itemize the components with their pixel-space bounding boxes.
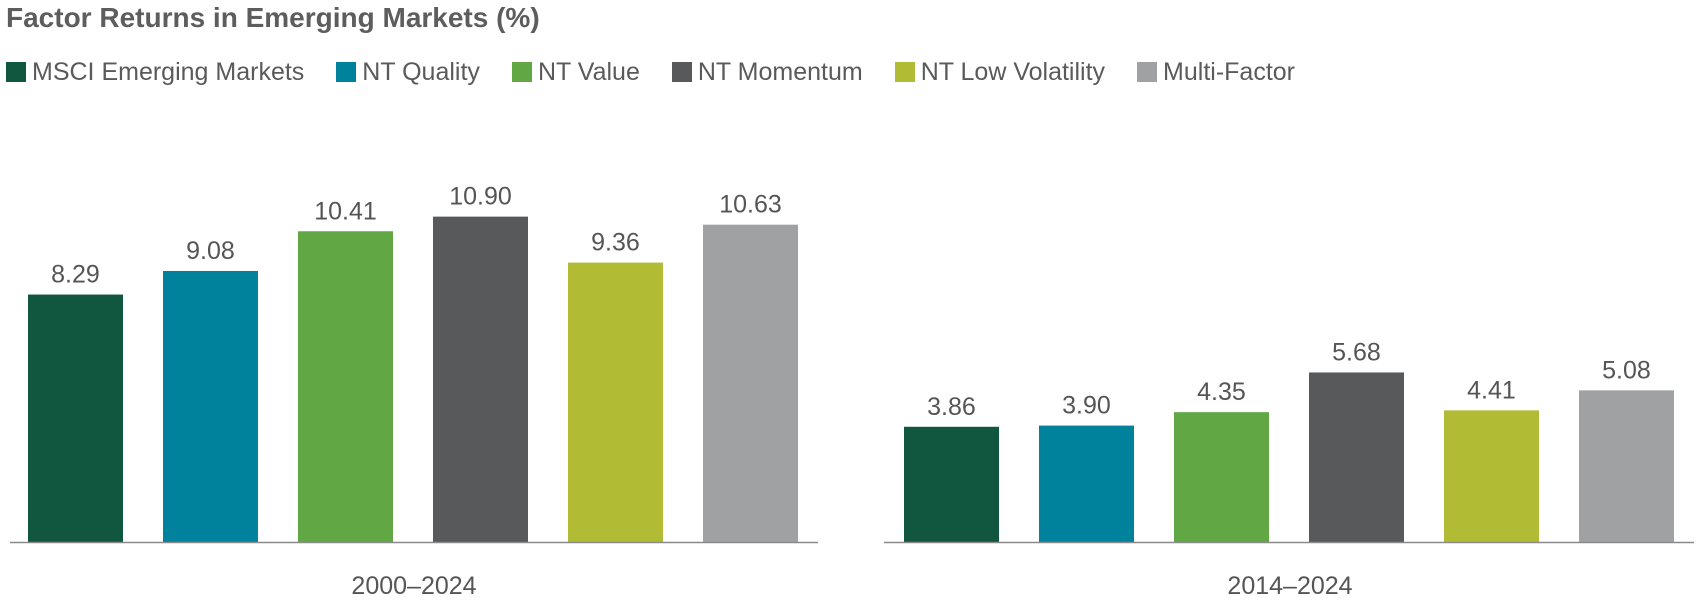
x-axis-label: 2014–2024 xyxy=(1227,572,1352,600)
legend: MSCI Emerging Markets NT Quality NT Valu… xyxy=(6,56,1327,88)
legend-swatch xyxy=(6,62,26,82)
legend-label: NT Momentum xyxy=(697,57,863,86)
legend-label: MSCI Emerging Markets xyxy=(32,57,305,86)
legend-label: NT Quality xyxy=(362,57,480,86)
bar-value-label: 4.35 xyxy=(1197,378,1246,406)
legend-swatch xyxy=(671,62,692,82)
bar-value-label: 9.08 xyxy=(186,237,235,265)
bar-value-label: 10.63 xyxy=(719,191,782,219)
bar-value-label: 3.86 xyxy=(927,393,976,421)
bar-value-label: 9.36 xyxy=(591,229,640,257)
legend-label: NT Low Volatility xyxy=(920,57,1106,86)
chart-title: Factor Returns in Emerging Markets (%) xyxy=(6,2,540,33)
bar-5 xyxy=(1444,410,1539,542)
legend-swatch xyxy=(511,62,532,82)
bar-5 xyxy=(568,262,663,542)
bar-value-label: 10.90 xyxy=(449,183,512,211)
bar-value-label: 3.90 xyxy=(1062,392,1111,420)
bar-4 xyxy=(1309,372,1404,542)
legend-label: Multi-Factor xyxy=(1163,57,1296,86)
bar-value-label: 10.41 xyxy=(314,197,377,225)
chart-panel-2: 3.86 3.90 4.35 5.68 4.41 5.08 2014–2024 xyxy=(884,338,1694,600)
bar-2 xyxy=(163,270,258,542)
x-axis-label: 2000–2024 xyxy=(351,572,476,600)
bar-value-label: 4.41 xyxy=(1467,376,1516,404)
legend-item-nt-low-volatility: NT Low Volatility xyxy=(894,57,1106,87)
bar-6 xyxy=(1579,390,1674,542)
legend-label: NT Value xyxy=(537,57,640,86)
bar-2 xyxy=(1039,425,1134,542)
bar-value-label: 5.68 xyxy=(1332,338,1381,366)
legend-swatch xyxy=(1137,62,1158,82)
legend-swatch xyxy=(336,62,357,82)
bar-6 xyxy=(703,224,798,542)
bar-1 xyxy=(28,294,123,542)
bar-1 xyxy=(904,426,999,542)
bar-value-label: 8.29 xyxy=(51,261,100,289)
bar-3 xyxy=(298,231,393,542)
legend-item-nt-quality: NT Quality xyxy=(336,58,480,87)
bar-value-label: 5.08 xyxy=(1602,356,1651,384)
legend-swatch xyxy=(894,62,915,82)
legend-item-nt-momentum: NT Momentum xyxy=(671,57,863,87)
legend-item-msci-emerging-markets: MSCI Emerging Markets xyxy=(6,58,304,87)
bar-4 xyxy=(433,216,528,542)
legend-item-multi-factor: Multi-Factor xyxy=(1137,58,1295,87)
legend-item-nt-value: NT Value xyxy=(511,57,640,87)
bar-3 xyxy=(1174,412,1269,542)
chart-panel-1: 8.29 9.08 10.41 10.90 9.36 10.63 2000–2024 xyxy=(10,183,818,600)
